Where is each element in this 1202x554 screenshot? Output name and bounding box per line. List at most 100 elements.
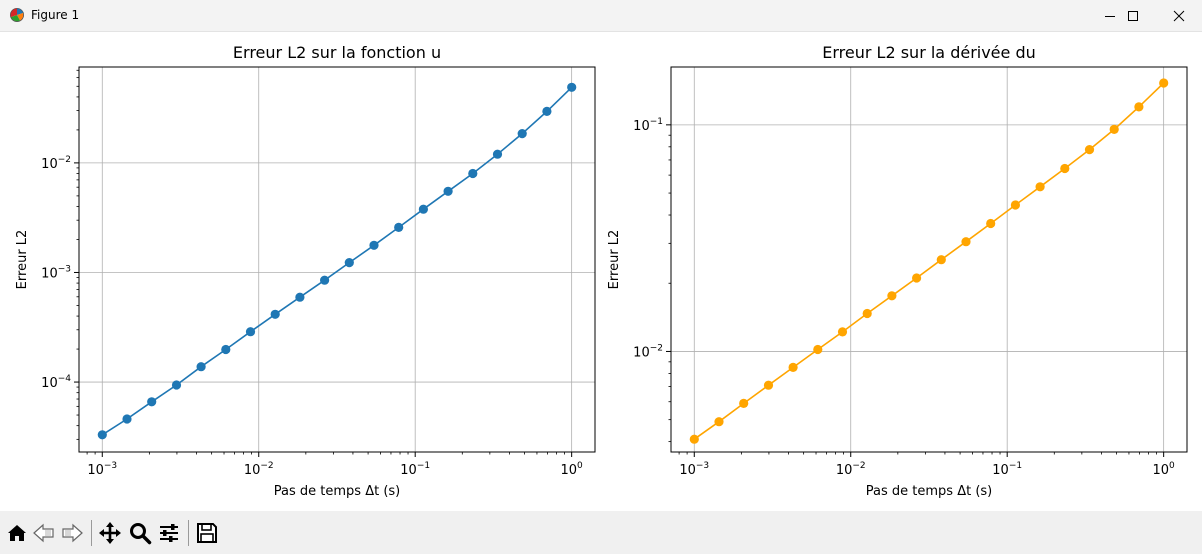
data-point [295,292,305,302]
minimize-button[interactable] [1087,0,1133,31]
x-axis-label: Pas de temps Δt (s) [866,484,992,499]
data-point [171,380,182,390]
y-tick-label: 10−3 [41,264,71,281]
series-polyline [101,86,573,436]
figure-canvas[interactable]: 10−3 10−2 10−1 100 10−4 10−3 10−2 Erreur L2 s… [0,32,1202,511]
minimize-icon [1105,15,1115,17]
data-point [369,240,379,250]
data-point [788,362,798,372]
data-point [714,417,724,427]
data-point [912,273,922,283]
x-tick-label: 100 [561,461,584,478]
save-button[interactable] [194,520,220,546]
data-point [517,129,527,139]
arrow-right-icon [62,523,83,543]
home-icon [8,525,26,541]
grid-lines [79,67,595,452]
series-line [693,82,1165,440]
data-point [468,168,478,179]
data-point [1109,124,1119,134]
home-button[interactable] [4,520,30,546]
window-title: Figure 1 [31,8,80,22]
back-button[interactable] [31,520,57,546]
zoom-button[interactable] [127,520,153,546]
axes-frame [78,66,596,453]
x-tick-label: 10−3 [679,461,709,478]
axes-frame [670,66,1188,453]
data-point [862,308,872,319]
grid-lines [671,67,1187,452]
floppy-disk-icon [197,523,217,543]
y-tick-label: 10−2 [41,155,71,172]
y-axis-label: Erreur L2 [15,230,30,290]
data-point [763,380,774,390]
toolbar-separator [188,520,189,546]
data-point [542,106,552,116]
data-point [443,186,453,196]
data-point [245,327,256,337]
x-tick-label: 100 [1153,461,1176,478]
chart-title: Erreur L2 sur la dérivée du [822,43,1036,62]
data-point [221,344,231,355]
data-point [1060,163,1070,174]
maximize-button[interactable] [1110,0,1156,31]
data-point [418,204,428,214]
configure-subplots-button[interactable] [156,520,182,546]
data-point [492,149,503,159]
data-point [196,362,206,372]
matplotlib-icon [10,8,24,22]
data-point [1159,78,1169,88]
x-axis-label: Pas de temps Δt (s) [274,484,400,499]
data-point [689,434,699,444]
data-point [986,218,996,229]
data-point [320,275,330,285]
y-axis-label: Erreur L2 [607,230,622,290]
series-markers [97,82,577,440]
series-polyline [693,82,1165,440]
data-point [837,327,848,337]
window-titlebar: Figure 1 [0,0,1202,32]
data-point [1010,200,1021,210]
data-point [887,291,897,301]
y-tick-label: 10−2 [633,343,663,360]
data-point [1134,102,1144,112]
magnifier-icon [130,523,152,545]
x-tick-label: 10−3 [87,461,117,478]
data-point [567,82,577,92]
data-point [936,255,946,265]
data-point [739,398,749,408]
y-tick-label: 10−4 [41,374,71,391]
close-icon [1173,10,1185,21]
maximize-icon [1128,10,1138,21]
series-line [101,86,573,436]
y-ticks: 10−4 10−3 10−2 [41,69,79,440]
data-point [1035,182,1045,192]
y-ticks: 10−2 10−1 [633,117,671,443]
arrow-left-icon [33,523,54,543]
forward-button[interactable] [59,520,85,546]
x-tick-label: 10−1 [992,461,1022,478]
sliders-icon [160,524,178,542]
y-tick-label: 10−1 [633,117,663,134]
x-ticks: 10−3 10−2 10−1 100 [86,452,584,478]
data-point [147,397,157,407]
pan-button[interactable] [97,520,123,546]
data-point [961,237,971,247]
data-point [122,414,132,424]
data-point [344,258,354,268]
x-tick-label: 10−1 [400,461,430,478]
close-button[interactable] [1156,0,1202,31]
x-ticks: 10−3 10−2 10−1 100 [678,452,1176,478]
data-point [97,430,107,440]
navigation-toolbar [0,511,1202,554]
move-arrows-icon [99,522,121,544]
axes-derivee-du: 10−3 10−2 10−1 100 10−2 10−1 Erreur L2 sur l… [607,43,1188,499]
toolbar-separator [91,520,92,546]
data-point [270,309,280,319]
x-tick-label: 10−2 [836,461,866,478]
figure-svg: 10−3 10−2 10−1 100 10−4 10−3 10−2 Erreur L2 s… [15,43,1188,499]
data-point [1084,145,1095,155]
x-tick-label: 10−2 [244,461,274,478]
data-point [813,344,823,355]
axes-fonction-u: 10−3 10−2 10−1 100 10−4 10−3 10−2 Erreur L2 s… [15,43,596,499]
